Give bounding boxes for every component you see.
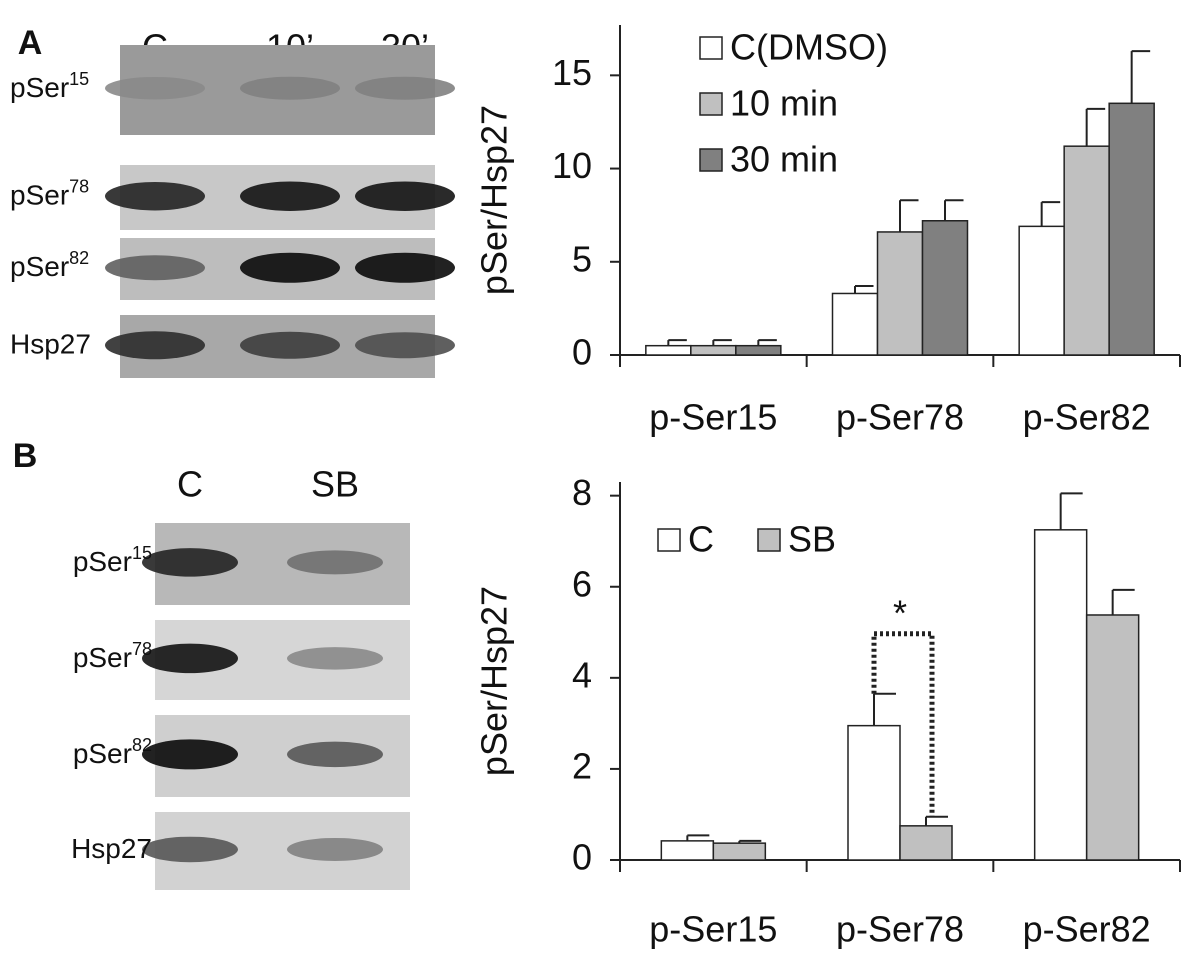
- blot-band: [287, 647, 383, 670]
- blot-band: [355, 332, 455, 359]
- blot-band: [240, 181, 340, 211]
- y-axis-label: pSer/Hsp27: [474, 105, 515, 295]
- x-tick-label: p-Ser15: [649, 397, 777, 438]
- bar: [847, 724, 901, 861]
- row-label-text: pSer: [73, 546, 132, 577]
- blot-row-label: pSer78: [10, 176, 89, 211]
- lane-label: SB: [311, 464, 359, 505]
- y-tick-label: 15: [552, 52, 592, 93]
- x-tick-label: p-Ser78: [836, 909, 964, 950]
- bar: [1018, 225, 1065, 356]
- blot-band: [355, 252, 455, 283]
- legend-swatch: [699, 36, 723, 60]
- row-label-text: pSer: [73, 738, 132, 769]
- x-tick-label: p-Ser82: [1023, 909, 1151, 950]
- bar: [712, 842, 767, 861]
- blot-band: [240, 252, 340, 283]
- blot-band: [142, 643, 238, 674]
- row-label-sup: 78: [69, 176, 89, 196]
- y-tick-label: 10: [552, 145, 592, 186]
- significance-bracket: [871, 631, 935, 817]
- blot-row-label: pSer15: [73, 543, 152, 578]
- annotation: *: [893, 592, 907, 633]
- legend-swatch: [699, 148, 723, 172]
- panel-letter: A: [18, 24, 43, 62]
- legend-swatch: [657, 528, 681, 552]
- row-label-text: pSer: [10, 180, 69, 211]
- row-label-sup: 15: [132, 543, 152, 563]
- row-label-text: pSer: [73, 642, 132, 673]
- legend-label: 30 min: [730, 139, 838, 180]
- x-tick-label: p-Ser82: [1023, 397, 1151, 438]
- blot-row-label: pSer82: [10, 248, 89, 283]
- row-label-sup: 78: [132, 639, 152, 659]
- row-label-text: Hsp27: [71, 833, 152, 864]
- y-tick-label: 4: [572, 654, 592, 695]
- y-tick-label: 5: [572, 238, 592, 279]
- bar: [1033, 529, 1088, 861]
- blot-band: [105, 331, 205, 360]
- bar: [645, 344, 692, 356]
- y-tick-label: 6: [572, 563, 592, 604]
- legend-label: 10 min: [730, 83, 838, 124]
- legend-label: C: [688, 519, 714, 560]
- bar: [1085, 614, 1140, 861]
- blot-band: [142, 739, 238, 770]
- bar: [831, 292, 879, 356]
- y-tick-label: 0: [572, 837, 592, 878]
- bar: [735, 344, 782, 356]
- x-tick-label: p-Ser15: [649, 909, 777, 950]
- blot-band: [355, 181, 455, 211]
- legend-label: SB: [788, 519, 836, 560]
- legend-swatch: [699, 92, 723, 116]
- row-label-text: Hsp27: [10, 329, 91, 360]
- blot-row-label: Hsp27: [10, 329, 91, 360]
- y-tick-label: 8: [572, 472, 592, 513]
- bar: [690, 344, 737, 356]
- row-label-text: pSer: [10, 72, 69, 103]
- bar: [660, 840, 715, 861]
- blot-band: [105, 255, 205, 281]
- blot-row-label: Hsp27: [71, 833, 152, 864]
- blot-row-label: pSer15: [10, 69, 89, 104]
- row-label-text: pSer: [10, 251, 69, 282]
- legend-label: C(DMSO): [730, 27, 888, 68]
- blot-band: [142, 548, 238, 577]
- blot-band: [105, 181, 205, 211]
- blot-band: [142, 836, 238, 863]
- y-axis-label: pSer/Hsp27: [474, 586, 515, 776]
- bar: [899, 825, 953, 861]
- blot-band: [287, 837, 383, 861]
- row-label-sup: 15: [69, 69, 89, 89]
- lane-label: C: [177, 464, 203, 505]
- panel-letter: B: [13, 437, 38, 475]
- legend-swatch: [757, 528, 781, 552]
- blot-band: [287, 550, 383, 575]
- blot-band: [355, 76, 455, 100]
- x-tick-label: p-Ser78: [836, 397, 964, 438]
- bar: [1108, 102, 1155, 356]
- blot-row-label: pSer78: [73, 639, 152, 674]
- y-tick-label: 0: [572, 332, 592, 373]
- blot-band: [287, 741, 383, 768]
- bar: [1063, 145, 1110, 356]
- blot-band: [240, 331, 340, 359]
- bar: [921, 220, 969, 356]
- blot-band: [105, 76, 205, 100]
- row-label-sup: 82: [132, 735, 152, 755]
- y-tick-label: 2: [572, 745, 592, 786]
- row-label-sup: 82: [69, 248, 89, 268]
- blot-band: [240, 76, 340, 100]
- blot-row-label: pSer82: [73, 735, 152, 770]
- bar: [876, 231, 924, 356]
